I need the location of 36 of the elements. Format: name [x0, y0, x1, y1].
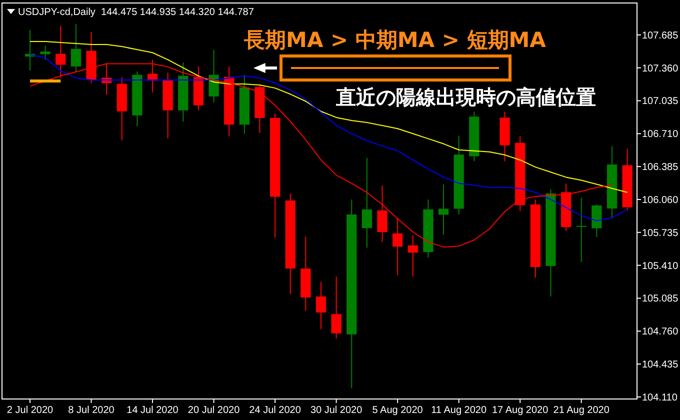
candlestick	[408, 234, 418, 278]
y-tick-label: 106.710	[642, 129, 679, 140]
candlestick	[208, 49, 219, 103]
candlestick	[316, 281, 326, 330]
x-tick-label: 5 Aug 2020	[372, 405, 424, 416]
y-tick-label: 105.085	[642, 294, 679, 305]
candlestick	[592, 204, 602, 238]
annotation: 直近の陽線出現時の高値位置	[335, 85, 596, 109]
candlestick	[362, 157, 372, 248]
y-tick-label: 104.760	[642, 326, 679, 338]
candlestick	[377, 185, 388, 243]
candlestick	[438, 184, 449, 236]
candlestick	[40, 45, 50, 60]
y-tick-label: 104.435	[642, 360, 679, 371]
candlestick	[576, 197, 586, 262]
y-tick-label: 106.385	[642, 162, 679, 174]
x-tick-label: 17 Aug 2020	[492, 405, 549, 416]
y-tick-label: 105.410	[642, 260, 679, 272]
candlestick	[70, 23, 81, 72]
x-tick-label: 24 Jul 2020	[249, 405, 302, 416]
y-tick-label: 104.110	[642, 392, 678, 404]
x-tick-label: 14 Jul 2020	[126, 405, 179, 416]
x-tick-label: 20 Jul 2020	[188, 405, 240, 416]
candlestick	[331, 276, 342, 339]
y-tick-label: 107.685	[642, 30, 679, 42]
x-tick-label: 8 Jul 2020	[68, 405, 115, 416]
y-tick-label: 107.035	[642, 96, 679, 108]
y-tick-label: 105.735	[642, 228, 679, 239]
x-tick-label: 30 Jul 2020	[310, 405, 363, 416]
x-tick-label: 21 Aug 2020	[553, 405, 610, 416]
y-tick-label: 107.360	[642, 63, 679, 74]
chart-title: USDJPY-cd,Daily 144.475 144.935 144.320 144.787	[18, 7, 254, 18]
annotation: 長期MA > 中期MA > 短期MA	[243, 28, 547, 52]
x-tick-label: 11 Aug 2020	[431, 405, 487, 416]
y-tick-label: 106.060	[642, 194, 679, 206]
x-tick-label: 2 Jul 2020	[6, 405, 54, 416]
